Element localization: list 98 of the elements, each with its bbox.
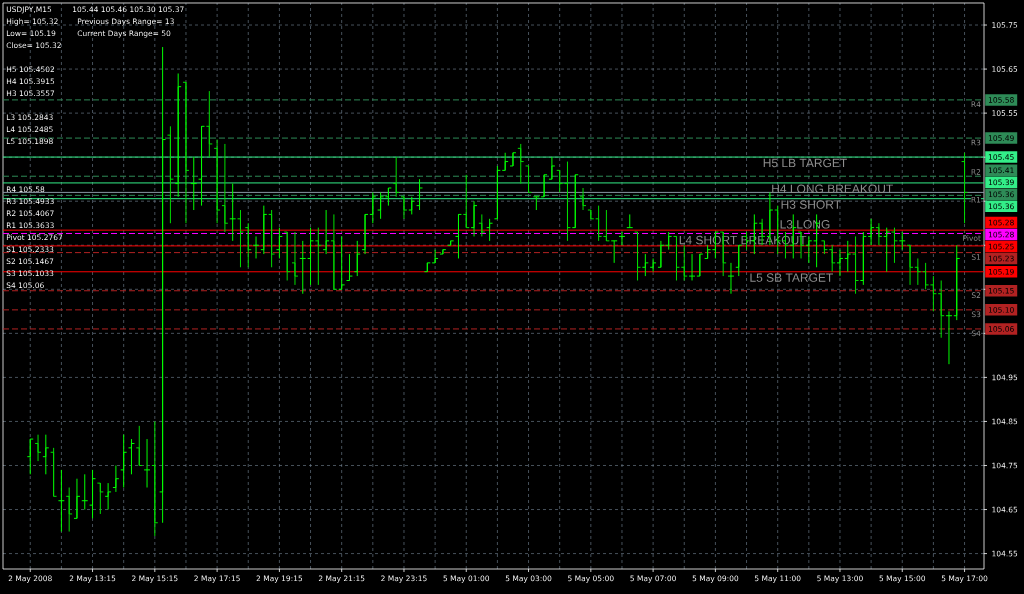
candlestick [307,227,314,286]
candlestick [151,420,159,537]
candlestick [96,482,104,515]
candlestick [346,253,353,281]
candlestick [548,156,556,180]
candlestick [688,253,696,281]
candlestick [462,174,470,229]
candlestick [198,125,205,207]
candlestick [673,235,680,281]
candlestick [252,235,260,259]
candlestick [275,227,283,259]
candlestick [268,209,276,268]
candlestick [205,90,213,158]
candlestick [844,240,852,273]
candlestick [369,191,377,224]
candlestick [836,249,844,277]
candlestick [735,244,743,277]
candlestick [478,213,486,237]
candlestick [26,438,34,475]
candlestick [299,240,307,295]
candlestick [392,156,400,198]
ref-line-label: H3 SHORT [781,200,841,209]
candlestick [416,178,423,211]
candlestick [540,174,548,198]
candlestick [626,213,634,229]
candlestick [867,218,875,246]
candlestick [649,257,657,273]
candlestick [166,125,174,224]
candlestick [641,253,649,277]
candlestick [34,434,42,462]
candlestick [828,244,836,273]
candlestick [852,235,859,295]
candlestick [883,227,891,273]
candlestick [128,438,135,475]
candlestick [104,482,112,511]
candlestick [213,139,221,224]
candlestick [322,209,330,255]
candlestick [112,464,120,493]
candlestick [221,143,229,233]
candlestick [120,434,128,489]
candlestick [618,231,626,246]
ref-line-label: H4 LONG BREAKOUT [772,184,893,194]
candlestick [634,231,641,281]
candlestick [89,469,96,519]
candlestick [470,200,478,237]
candlestick [945,310,953,365]
candlestick [657,240,665,268]
candlestick [696,253,704,277]
candlestick [680,244,688,281]
candlestick [579,187,587,211]
candlestick [42,434,50,475]
candlestick [493,165,501,220]
candlestick [50,447,58,497]
candlestick [532,196,540,211]
candlestick [81,473,89,511]
candlestick [875,222,883,246]
ref-line-label: H5 LB TARGET [763,158,847,168]
candlestick [338,235,346,290]
candlestick [556,169,564,193]
candlestick [455,213,462,259]
candlestick [73,478,81,519]
candlestick [283,231,291,281]
candlestick [190,156,198,211]
candlestick [727,262,735,295]
candlestick [486,218,494,242]
candlestick [525,165,532,193]
candlestick [891,227,898,264]
candlestick [937,279,945,339]
candlestick [361,213,369,255]
candlestick [859,231,867,286]
candlestick [914,257,922,286]
candlestick [314,227,322,286]
candlestick [571,174,579,229]
candlestick [898,231,906,251]
ref-line-label: L5 SB TARGET [750,273,833,282]
candlestick [431,249,439,264]
candlestick [143,438,151,489]
candlestick [291,231,299,286]
candlestick [159,46,167,524]
candlestick [135,425,143,466]
candlestick [400,196,408,220]
candlestick [244,222,252,268]
candlestick [610,240,618,264]
candlestick [260,205,268,255]
candlestick [961,152,968,224]
candlestick [953,244,961,321]
candlestick [805,235,813,264]
candlestick [330,213,338,290]
candlestick [65,487,73,533]
candlestick [517,143,525,185]
candlestick [174,72,182,198]
candlestick [906,244,914,286]
candlestick [564,161,571,242]
candlestick [353,240,361,277]
candlestick [57,469,65,533]
candlestick [182,81,190,224]
candlestick [237,209,244,268]
candlestick [229,183,237,242]
